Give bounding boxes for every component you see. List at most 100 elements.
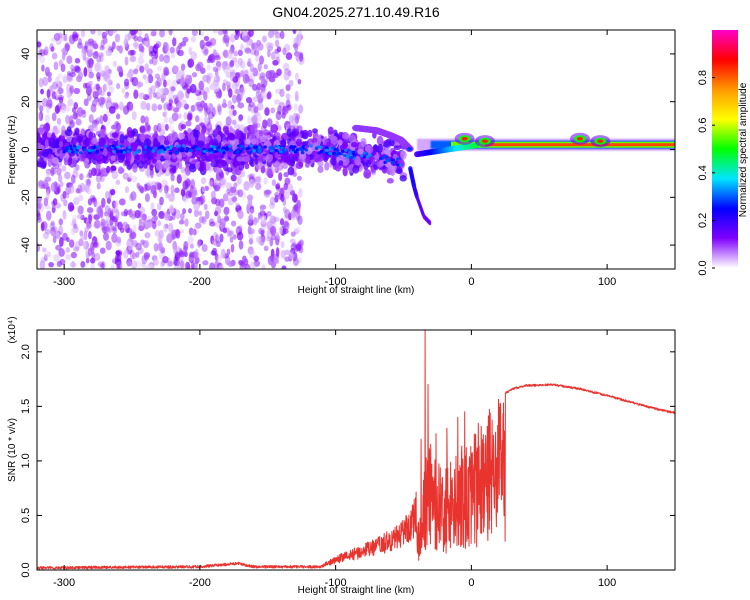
spectrogram-cell <box>290 243 297 251</box>
spectrogram-cell <box>37 112 42 122</box>
spectrogram-cell <box>266 168 273 177</box>
spectrogram-cell <box>242 155 251 163</box>
spectrogram-cell <box>342 132 350 140</box>
spectrogram-cell <box>114 200 119 209</box>
snr-panel: -300 -200 -100 0 100 0.0 0.5 1.0 1.5 2.0 Height … <box>7 316 676 596</box>
spectrogram-cell <box>188 149 193 153</box>
spectrogram-cell <box>105 215 110 222</box>
spectrogram-cell <box>85 257 90 264</box>
spectrogram-cell <box>279 139 287 146</box>
spectrogram-cell <box>207 180 214 191</box>
spectrogram-cell <box>45 210 52 221</box>
spectrogram-cell <box>103 211 109 217</box>
spectrogram-cell <box>241 60 246 71</box>
spectrogram-cell <box>257 212 262 219</box>
spectrogram-cell <box>225 116 232 126</box>
spectrogram-cell <box>67 149 72 153</box>
spectrogram-cell <box>198 210 203 216</box>
spectrogram-cell <box>211 196 217 205</box>
spectrogram-cell <box>88 214 92 224</box>
spectrogram-x-label: Height of straight line (km) <box>298 285 415 296</box>
spectrogram-cell <box>201 244 208 252</box>
spectrogram-cell <box>212 49 217 57</box>
spectrogram-cell <box>137 159 145 169</box>
spectrogram-cell <box>138 92 146 99</box>
spectrogram-cell <box>275 183 280 190</box>
spectrogram-cell <box>252 149 256 153</box>
spectrogram-cell <box>106 44 112 50</box>
spectrogram-cell <box>192 203 200 211</box>
spectrogram-cell <box>268 42 274 49</box>
spectrogram-cell <box>123 78 130 87</box>
spectrogram-cell <box>74 66 81 73</box>
spectrogram-cell <box>156 65 163 72</box>
spectrogram-cell <box>222 193 229 202</box>
spectrogram-cell <box>269 202 276 209</box>
spectrogram-cell <box>124 186 130 194</box>
spectrogram-cell <box>284 256 290 262</box>
spectrogram-cell <box>391 160 396 164</box>
spectrogram-cell <box>137 202 142 209</box>
spectrogram-cell <box>61 52 66 61</box>
spectrogram-cell <box>59 258 66 265</box>
spectrogram-cell <box>153 215 159 221</box>
spectrogram-cell <box>142 240 149 249</box>
spectrogram-cell <box>139 65 145 73</box>
spectrogram-cell <box>290 231 296 237</box>
spectrogram-cell <box>171 163 177 174</box>
spectrogram-cell <box>42 179 49 190</box>
spectrogram-cell <box>175 71 180 81</box>
spectrogram-cell <box>209 83 215 91</box>
spectrogram-cell <box>56 117 62 125</box>
spectrogram-cell <box>101 197 106 208</box>
spectrogram-cell <box>231 82 239 90</box>
spectrogram-cell <box>115 149 120 154</box>
spectrogram-cell <box>159 196 164 206</box>
spectrogram-cell <box>248 249 256 259</box>
spectrogram-cell <box>325 141 333 148</box>
spectrogram-cell <box>209 144 214 149</box>
spectrogram-cell <box>144 232 151 239</box>
spectrogram-cell <box>222 35 227 44</box>
spectrogram-cell <box>244 263 251 269</box>
spectrogram-cell <box>259 72 266 80</box>
spectrogram-cell <box>245 146 250 151</box>
spectrogram-cell <box>239 132 247 139</box>
spectrogram-cell <box>96 76 101 82</box>
spectrogram-cell <box>400 150 407 160</box>
spectrogram-cell <box>194 248 199 259</box>
spectrogram-cell <box>83 98 89 107</box>
spectrogram-cell <box>350 141 359 148</box>
spectrogram-cell <box>64 105 71 112</box>
spectrogram-cell <box>236 150 240 154</box>
spectrogram-cell <box>238 240 244 250</box>
spectrogram-cell <box>284 249 291 256</box>
spectrogram-cell <box>236 231 244 241</box>
spectrogram-cell <box>225 81 231 87</box>
spectrogram-cell <box>185 89 190 99</box>
spectrogram-cell <box>214 210 219 217</box>
spectrogram-cell <box>71 260 75 268</box>
spectrogram-cell <box>69 72 76 78</box>
spectrogram-cell <box>110 124 117 130</box>
spectrogram-cell <box>247 103 252 112</box>
spectrogram-cell <box>64 146 69 150</box>
spectrogram-cell <box>37 210 41 218</box>
spectrogram-cell <box>302 131 308 138</box>
spectrogram-cell <box>129 103 134 112</box>
spectrogram-cell <box>206 64 211 71</box>
spectrogram-cell <box>105 49 113 57</box>
spectrogram-cell <box>157 87 162 97</box>
spectrogram-cell <box>44 176 52 183</box>
spectrogram-cell <box>108 105 116 114</box>
spectrogram-cell <box>48 261 54 268</box>
spectrogram-cell <box>266 211 272 217</box>
spectrogram-cell <box>285 84 291 92</box>
spectrogram-cell <box>147 124 151 132</box>
spectrogram-cell <box>292 257 299 267</box>
spectrogram-cell <box>152 44 158 54</box>
spectrogram-cell <box>86 187 92 195</box>
spectrogram-cell <box>49 85 54 93</box>
spectrogram-cell <box>190 51 198 61</box>
spectrogram-cell <box>145 168 151 177</box>
